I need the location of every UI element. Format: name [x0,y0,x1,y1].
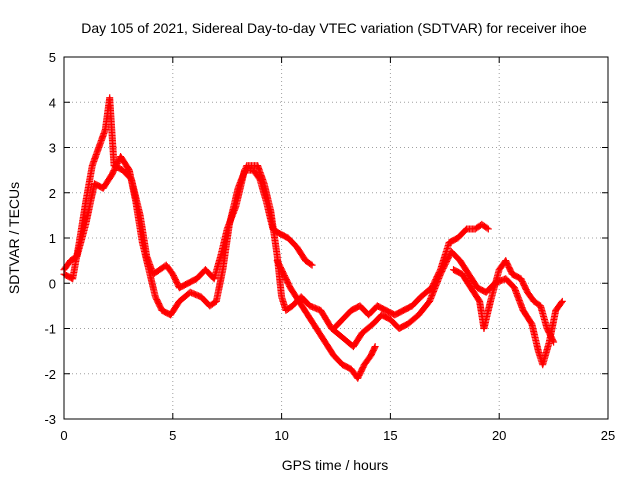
data-point [308,261,316,269]
y-tick-label: -3 [44,412,56,427]
x-tick-label: 5 [169,428,176,443]
y-tick-label: 2 [49,186,56,201]
y-tick-label: 1 [49,231,56,246]
y-axis-label: SDTVAR / TECUs [6,182,22,294]
chart-title: Day 105 of 2021, Sidereal Day-to-day VTE… [81,20,587,36]
data-point [550,338,558,346]
x-axis-label: GPS time / hours [282,457,389,473]
data-point [371,344,379,352]
y-tick-label: 3 [49,141,56,156]
x-tick-label: 10 [274,428,288,443]
grid-lines [64,57,608,419]
data-point [549,337,557,345]
y-tick-label: 4 [49,95,56,110]
x-tick-label: 15 [383,428,397,443]
data-point [371,343,379,351]
data-point [307,260,315,268]
y-tick-label: 5 [49,50,56,65]
axis-ticks: 0 5 10 15 20 25 -3 -2 -1 0 1 2 3 4 5 [44,50,615,443]
data-point [484,225,492,233]
x-tick-label: 25 [601,428,615,443]
y-tick-label: 0 [49,276,56,291]
y-tick-label: -2 [44,367,56,382]
y-tick-label: -1 [44,322,56,337]
data-point [557,299,565,307]
data-point [483,224,491,232]
x-tick-label: 20 [492,428,506,443]
data-point [558,297,566,305]
x-tick-label: 0 [60,428,67,443]
data-points [60,94,566,382]
